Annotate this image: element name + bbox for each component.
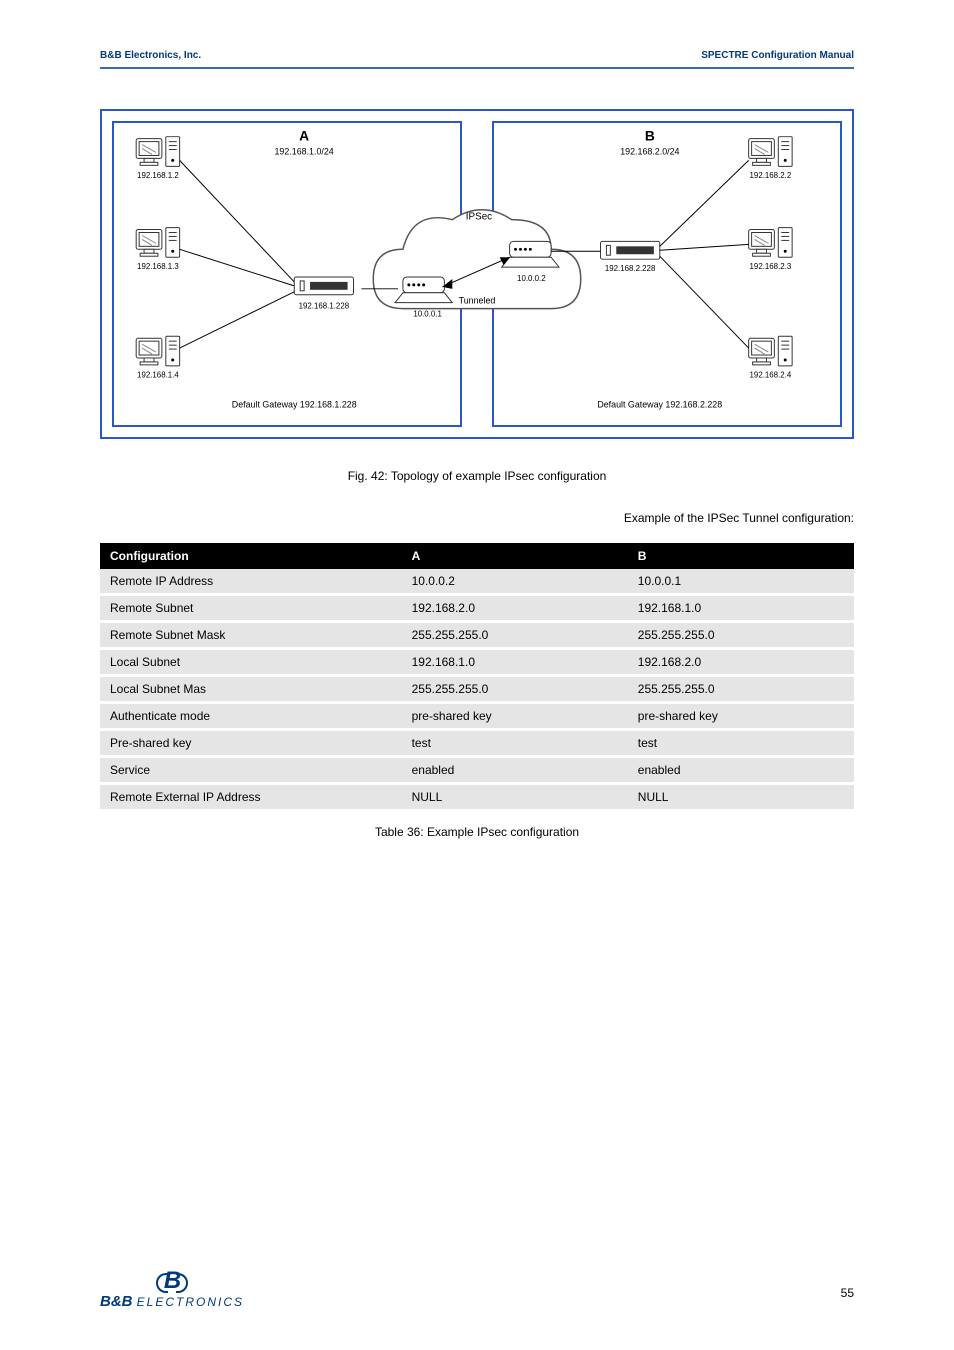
table-cell: enabled bbox=[628, 758, 854, 782]
table-caption: Table 36: Example IPsec configuration bbox=[100, 825, 854, 839]
ipsec-topology-diagram: IPSec bbox=[100, 109, 854, 439]
col-config: Configuration bbox=[100, 543, 402, 569]
footer-logo: B B&B ELECTRONICS bbox=[100, 1269, 244, 1310]
pc-b1-icon bbox=[749, 137, 792, 167]
table-cell: 192.168.1.0 bbox=[628, 596, 854, 620]
page-number: 55 bbox=[841, 1286, 854, 1300]
header-left: B&B Electronics, Inc. bbox=[100, 50, 201, 61]
table-cell: pre-shared key bbox=[402, 704, 628, 728]
pc-a1-addr: 192.168.1.2 bbox=[137, 171, 179, 180]
table-cell: NULL bbox=[628, 785, 854, 809]
pc-b2-icon bbox=[749, 228, 792, 258]
lan-a-subnet: 192.168.1.0/24 bbox=[275, 146, 334, 156]
pc-b2-addr: 192.168.2.3 bbox=[750, 262, 792, 271]
table-row: Serviceenabledenabled bbox=[100, 758, 854, 782]
pc-b3-icon bbox=[749, 336, 792, 366]
table-cell: Local Subnet bbox=[100, 650, 402, 674]
table-cell: Pre-shared key bbox=[100, 731, 402, 755]
pc-a1-icon bbox=[136, 137, 179, 167]
table-row: Remote IP Address10.0.0.210.0.0.1 bbox=[100, 569, 854, 593]
pc-b3-addr: 192.168.2.4 bbox=[750, 371, 792, 380]
logo-word: ELECTRONICS bbox=[137, 1295, 244, 1309]
ipsec-label: IPSec bbox=[466, 212, 492, 223]
diagram-caption: Fig. 42: Topology of example IPsec confi… bbox=[100, 469, 854, 483]
table-cell: enabled bbox=[402, 758, 628, 782]
config-table: Configuration A B Remote IP Address10.0.… bbox=[100, 543, 854, 809]
example-title: Example of the IPSec Tunnel configuratio… bbox=[100, 511, 854, 525]
table-cell: test bbox=[628, 731, 854, 755]
table-cell: 10.0.0.2 bbox=[402, 569, 628, 593]
switch-b-addr: 192.168.2.228 bbox=[605, 264, 656, 273]
header-divider bbox=[100, 67, 854, 69]
table-cell: Remote IP Address bbox=[100, 569, 402, 593]
table-cell: Remote Subnet bbox=[100, 596, 402, 620]
table-cell: 255.255.255.0 bbox=[628, 677, 854, 701]
logo-b-icon: B bbox=[158, 1269, 186, 1293]
router-a-icon bbox=[395, 277, 452, 303]
table-cell: Service bbox=[100, 758, 402, 782]
table-cell: Remote External IP Address bbox=[100, 785, 402, 809]
table-row: Pre-shared keytesttest bbox=[100, 731, 854, 755]
table-cell: test bbox=[402, 731, 628, 755]
table-row: Remote Subnet Mask255.255.255.0255.255.2… bbox=[100, 623, 854, 647]
logo-brand: B&B bbox=[100, 1293, 133, 1310]
header-right: SPECTRE Configuration Manual bbox=[701, 50, 854, 61]
switch-a-icon bbox=[294, 277, 353, 295]
router-b-wan: 10.0.0.2 bbox=[517, 274, 546, 283]
table-cell: 192.168.2.0 bbox=[628, 650, 854, 674]
pc-a3-icon bbox=[136, 336, 179, 366]
switch-b-icon bbox=[600, 241, 659, 259]
table-cell: 10.0.0.1 bbox=[628, 569, 854, 593]
diagram-svg: IPSec bbox=[102, 111, 852, 437]
table-cell: 255.255.255.0 bbox=[402, 623, 628, 647]
pc-a2-addr: 192.168.1.3 bbox=[137, 262, 179, 271]
pc-a3-addr: 192.168.1.4 bbox=[137, 371, 179, 380]
tunnel-label: Tunneled bbox=[459, 296, 496, 306]
lan-b-gw: Default Gateway 192.168.2.228 bbox=[597, 399, 722, 409]
col-a: A bbox=[402, 543, 628, 569]
router-a-wan: 10.0.0.1 bbox=[413, 309, 442, 318]
router-b-icon bbox=[502, 241, 559, 267]
table-row: Local Subnet Mas255.255.255.0255.255.255… bbox=[100, 677, 854, 701]
table-row: Authenticate modepre-shared keypre-share… bbox=[100, 704, 854, 728]
pc-b1-addr: 192.168.2.2 bbox=[750, 171, 792, 180]
switch-a-addr: 192.168.1.228 bbox=[299, 302, 350, 311]
pc-a2-icon bbox=[136, 228, 179, 258]
table-row: Local Subnet192.168.1.0192.168.2.0 bbox=[100, 650, 854, 674]
table-row: Remote Subnet192.168.2.0192.168.1.0 bbox=[100, 596, 854, 620]
col-b: B bbox=[628, 543, 854, 569]
table-header-row: Configuration A B bbox=[100, 543, 854, 569]
table-cell: 255.255.255.0 bbox=[628, 623, 854, 647]
lan-b-subnet: 192.168.2.0/24 bbox=[620, 146, 679, 156]
table-cell: Authenticate mode bbox=[100, 704, 402, 728]
table-cell: NULL bbox=[402, 785, 628, 809]
table-cell: Local Subnet Mas bbox=[100, 677, 402, 701]
table-cell: 255.255.255.0 bbox=[402, 677, 628, 701]
table-cell: 192.168.1.0 bbox=[402, 650, 628, 674]
table-cell: Remote Subnet Mask bbox=[100, 623, 402, 647]
lan-a-title: A bbox=[299, 128, 309, 144]
table-cell: 192.168.2.0 bbox=[402, 596, 628, 620]
table-cell: pre-shared key bbox=[628, 704, 854, 728]
lan-b-title: B bbox=[645, 128, 655, 144]
table-row: Remote External IP AddressNULLNULL bbox=[100, 785, 854, 809]
lan-a-gw: Default Gateway 192.168.1.228 bbox=[232, 399, 357, 409]
